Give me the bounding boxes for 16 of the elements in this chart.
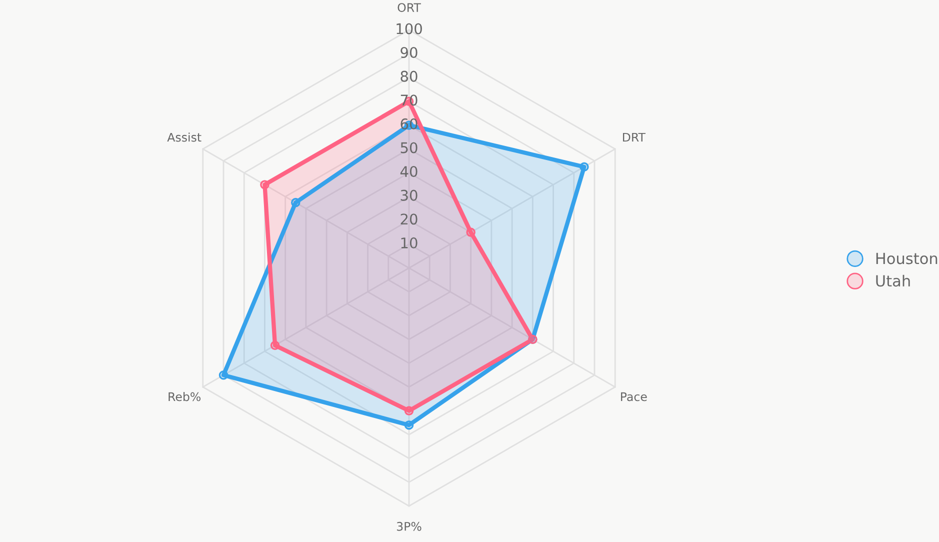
spoke-label: DRT <box>623 132 646 142</box>
y-tick-label: 50 <box>400 142 418 154</box>
legend-label: Houston <box>876 252 938 264</box>
spoke-label: 3P% <box>396 522 422 531</box>
y-tick-label: 30 <box>400 190 418 201</box>
y-tick-label: 90 <box>400 47 418 58</box>
spoke-label: Assist <box>167 132 202 142</box>
spoke-label: Pace <box>621 392 647 402</box>
y-tick-label: 100 <box>396 23 422 34</box>
spoke-label: ORT <box>398 3 421 12</box>
spoke-label: Reb% <box>168 392 201 402</box>
y-tick-label: 80 <box>400 70 418 82</box>
y-tick-label: 40 <box>400 166 418 178</box>
legend-label: Utah <box>876 274 910 287</box>
y-tick-label: 10 <box>401 237 418 248</box>
y-tick-label: 20 <box>400 214 418 225</box>
